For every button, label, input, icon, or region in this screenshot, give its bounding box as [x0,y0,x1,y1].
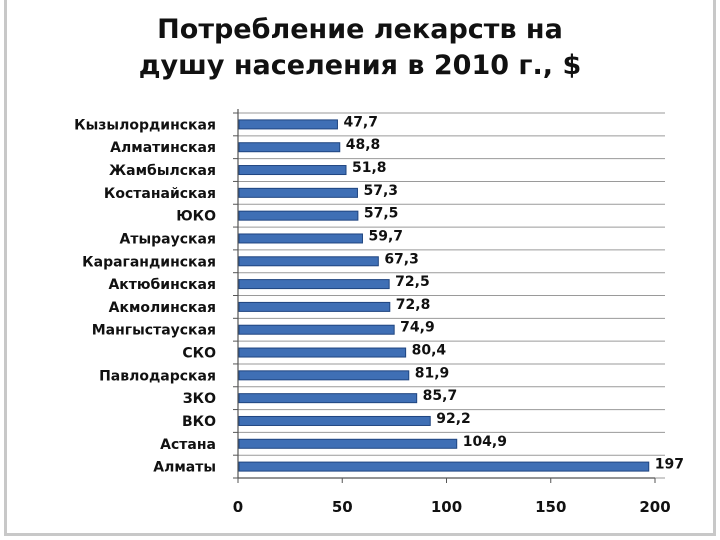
bar [238,256,379,267]
data-label: 104,9 [463,434,507,450]
data-label: 197 [655,457,684,473]
data-label: 51,8 [352,160,387,176]
category-label: Атырауская [120,231,216,247]
category-label: Актюбинская [108,277,216,293]
bar [238,301,391,312]
category-label: ЗКО [183,391,216,407]
bar [238,233,363,244]
data-label: 74,9 [400,320,435,336]
bar [238,165,347,176]
bar [238,119,338,130]
data-label: 81,9 [415,365,450,381]
chart-title: Потребление лекарств на душу населения в… [40,12,680,84]
x-tick-label: 100 [431,498,462,516]
frame-bottom-border [4,533,716,536]
frame-left-border [4,0,7,536]
bar [238,324,395,335]
frame-right-border [713,0,716,536]
x-tick-label: 0 [233,498,243,516]
category-label: Акмолинская [109,300,216,316]
category-label: Алматы [153,460,216,476]
category-label: Мангыстауская [92,323,216,339]
bar [238,393,418,404]
data-label: 59,7 [368,228,403,244]
data-label: 85,7 [423,388,458,404]
category-label: Костанайская [104,186,216,202]
bar [238,210,359,221]
data-label: 47,7 [343,114,378,130]
bar [238,347,407,358]
data-label: 57,3 [363,183,398,199]
data-label: 92,2 [436,411,471,427]
category-label: Карагандинская [82,254,216,270]
data-label: 67,3 [384,251,419,267]
data-label: 72,5 [395,274,430,290]
data-label: 57,5 [364,206,399,222]
category-label: Алматинская [110,140,216,156]
data-label: 48,8 [346,137,381,153]
data-label: 72,8 [396,297,431,313]
bar [238,415,431,426]
chart-title-line-1: Потребление лекарств на [157,14,563,45]
data-label: 80,4 [412,343,447,359]
x-tick-label: 200 [639,498,670,516]
bar [238,461,650,472]
category-label: СКО [182,346,216,362]
x-tick-label: 150 [535,498,566,516]
category-label: Кызылординская [74,117,216,133]
category-label: ВКО [182,414,216,430]
x-tick-label: 50 [332,498,353,516]
category-label: ЮКО [176,209,216,225]
bar [238,370,410,381]
bar [238,438,458,449]
bar [238,142,341,153]
category-label: Павлодарская [99,368,216,384]
bar [238,279,390,290]
category-label: Жамбылская [109,163,216,179]
chart-title-line-2: душу населения в 2010 г., $ [138,50,582,81]
bar [238,187,358,198]
category-label: Астана [160,437,216,453]
